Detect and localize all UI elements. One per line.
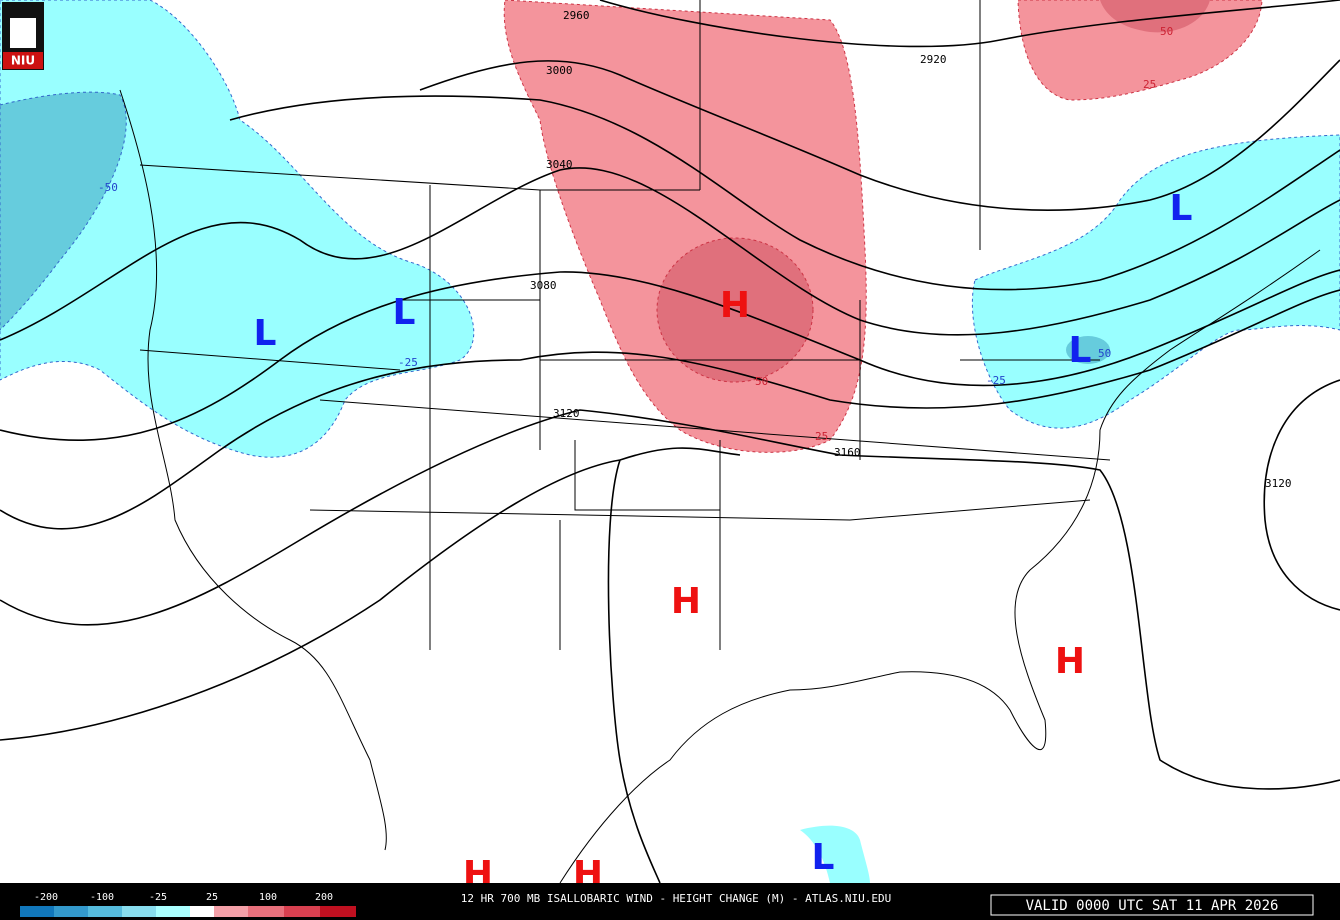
- low-center: L: [393, 292, 416, 333]
- logo-tower: [10, 18, 36, 48]
- contour-label: 3120: [1265, 477, 1292, 490]
- contour-label: 2920: [920, 53, 947, 66]
- contour-label: 3000: [546, 64, 573, 77]
- change-label: 25: [1143, 78, 1156, 91]
- contour: [0, 289, 1340, 530]
- contour-label: 3120: [553, 407, 580, 420]
- valid-time: VALID 0000 UTC SAT 11 APR 2026: [1026, 898, 1279, 914]
- legend-label: 200: [315, 892, 333, 903]
- contour: [229, 95, 1340, 291]
- contour-label: 3160: [834, 446, 861, 459]
- high-center: H: [671, 581, 701, 622]
- change-label: 50: [755, 375, 768, 388]
- legend-label: -100: [90, 892, 114, 903]
- contour: [0, 409, 1340, 790]
- change-label: 50: [1098, 347, 1111, 360]
- valid-time-box: [990, 894, 1314, 916]
- legend-swatch: [190, 906, 214, 917]
- change-label: -25: [398, 356, 418, 369]
- contour: [0, 167, 1340, 341]
- logo: NIU: [2, 2, 44, 70]
- contour-label: 3080: [530, 279, 557, 292]
- low-center: L: [812, 837, 835, 878]
- rise-region-strong: [1100, 0, 1210, 33]
- legend-swatch: [54, 906, 88, 917]
- contour: [0, 447, 741, 884]
- change-label: 50: [1160, 25, 1173, 38]
- legend-swatch: [156, 906, 190, 917]
- fall-region: [971, 134, 1340, 429]
- fall-region-strong: [1066, 336, 1110, 364]
- legend-swatch: [320, 906, 356, 917]
- legend-label: -200: [34, 892, 58, 903]
- low-center: L: [1069, 330, 1092, 371]
- low-center: L: [254, 313, 277, 354]
- legend-swatch: [248, 906, 284, 917]
- contour: [1263, 379, 1340, 611]
- legend-swatch: [20, 906, 54, 917]
- caption: 12 HR 700 MB ISALLOBARIC WIND - HEIGHT C…: [461, 892, 891, 905]
- contour: [0, 269, 1340, 441]
- low-center: L: [1170, 188, 1193, 229]
- logo-text: NIU: [11, 54, 35, 68]
- legend-swatch: [122, 906, 156, 917]
- legend-label: -25: [149, 892, 167, 903]
- contour-label: 2960: [563, 9, 590, 22]
- fall-region: [800, 825, 870, 883]
- legend-label: 100: [259, 892, 277, 903]
- legend-swatch: [88, 906, 122, 917]
- legend-swatch: [284, 906, 320, 917]
- coastline: [559, 249, 1321, 884]
- legend: -200 -100 -25 25 100 200: [20, 892, 356, 917]
- change-label: -25: [986, 374, 1006, 387]
- high-center: H: [1055, 641, 1085, 682]
- change-label: -50: [98, 181, 118, 194]
- change-label: 25: [815, 430, 828, 443]
- contour: [599, 0, 1340, 48]
- high-center: H: [720, 285, 750, 326]
- legend-swatch: [214, 906, 248, 917]
- legend-label: 25: [206, 892, 218, 903]
- rise-region: [1017, 0, 1263, 101]
- fall-region-strong: [0, 91, 127, 331]
- contour-label: 3040: [546, 158, 573, 171]
- coastline: [119, 89, 387, 851]
- logo-banner: [3, 52, 43, 69]
- contour: [419, 59, 1340, 211]
